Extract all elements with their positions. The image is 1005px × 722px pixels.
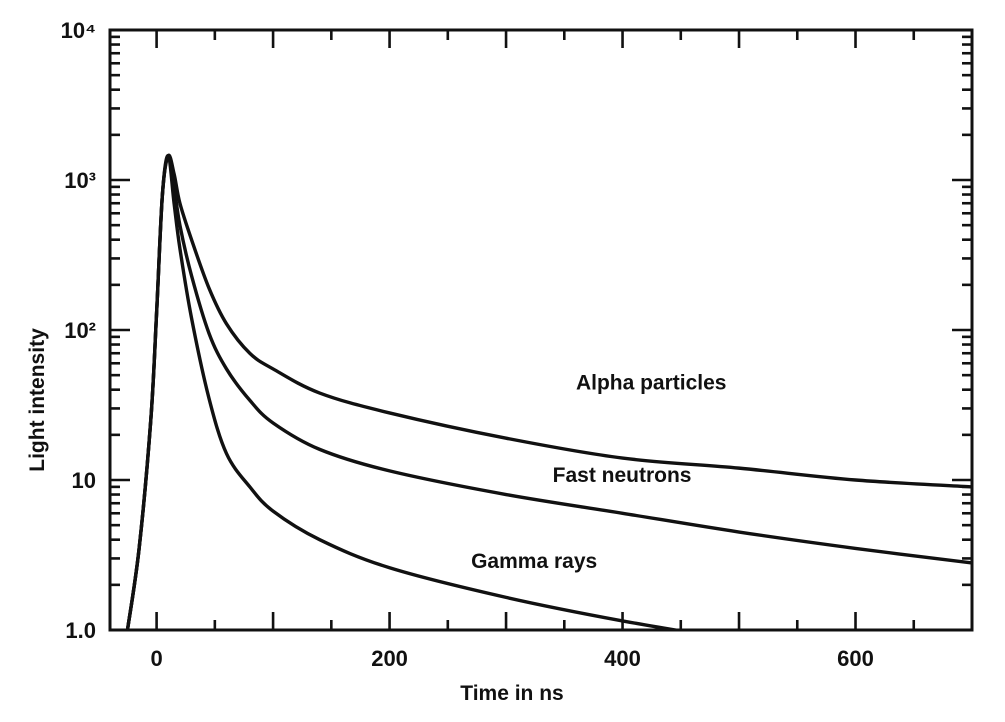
x-tick-label: 600 [837,646,874,671]
y-axis-title: Light intensity [26,328,49,472]
y-tick-label: 10⁴ [61,18,96,43]
x-axis-title: Time in ns [460,682,563,705]
plot-frame [108,28,974,632]
x-tick-label: 400 [604,646,641,671]
x-tick-label: 200 [371,646,408,671]
y-tick-label: 10³ [64,168,96,193]
series-labels: Alpha particles Fast neutrons Gamma rays [471,372,726,573]
gamma-rays-label: Gamma rays [471,550,597,573]
axis-ticks [110,28,974,632]
alpha-particles-label: Alpha particles [576,372,727,395]
y-tick-label: 10 [72,468,96,493]
x-tick-label: 0 [150,646,162,671]
tick-labels: 0 200 400 600 1.0 10 10² 10³ 10⁴ [61,18,874,671]
gamma-rays-curve [125,154,686,630]
y-tick-label: 10² [64,318,96,343]
y-tick-label: 1.0 [65,618,96,643]
fast-neutrons-label: Fast neutrons [553,464,692,487]
series-curves [125,153,972,630]
